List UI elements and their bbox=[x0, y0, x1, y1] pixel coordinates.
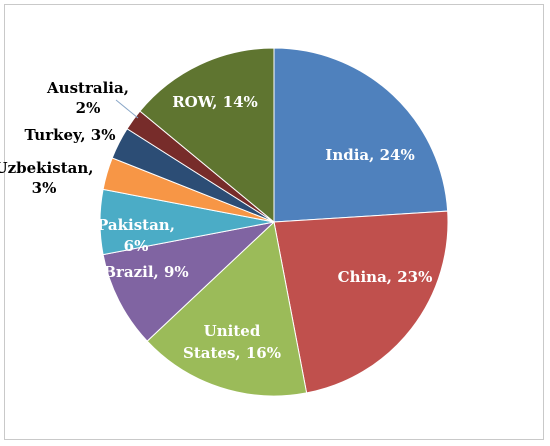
slice-united-states bbox=[146, 221, 308, 397]
slice-row bbox=[139, 47, 275, 224]
label-united-states: United States, 16% bbox=[183, 322, 281, 362]
slice-china bbox=[273, 210, 449, 394]
slice-india bbox=[273, 47, 449, 223]
pie-labels: India, 24% China, 23% United States, 16% Bra… bbox=[0, 79, 432, 362]
label-uzbekistan: Uzbekistan, 3% bbox=[0, 159, 93, 197]
label-pakistan: Pakistan, 6% bbox=[97, 216, 175, 255]
label-china: China, 23% bbox=[338, 268, 433, 286]
label-row: ROW, 14% bbox=[172, 93, 258, 111]
label-turkey: Turkey, 3% bbox=[25, 126, 116, 144]
australia-leader-line bbox=[115, 99, 139, 119]
label-australia: Australia, 2% bbox=[46, 79, 129, 117]
label-brazil: Brazil, 9% bbox=[103, 263, 188, 281]
pie-slices bbox=[99, 47, 449, 397]
slice-brazil bbox=[102, 221, 276, 342]
label-india: India, 24% bbox=[325, 146, 414, 164]
